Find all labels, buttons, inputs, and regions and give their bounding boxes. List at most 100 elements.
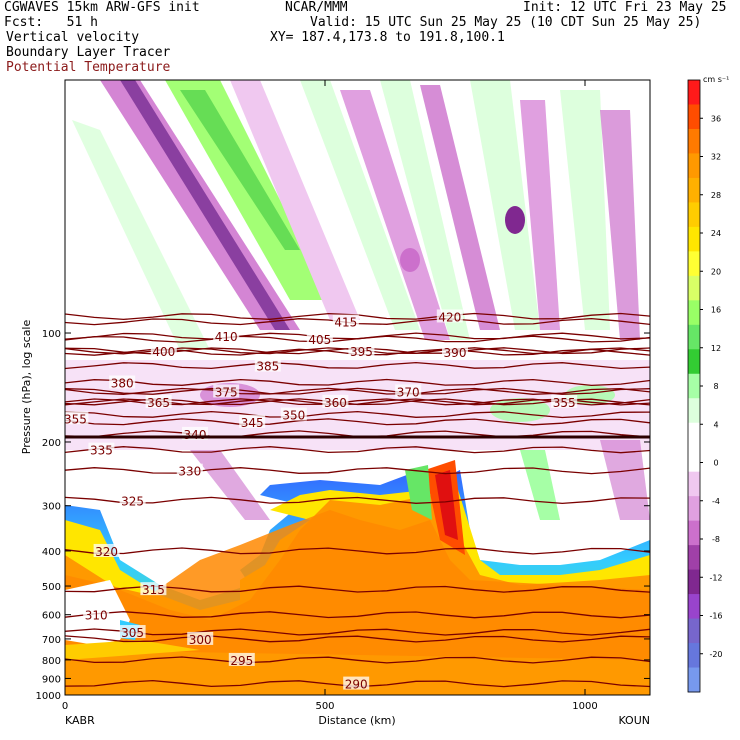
theta-label-bg xyxy=(280,407,307,421)
y-tick-label: 800 xyxy=(42,656,61,667)
theta-label-bg xyxy=(213,329,240,343)
colorbar-label: 16 xyxy=(711,306,721,315)
colorbar-swatch xyxy=(688,349,700,375)
theta-label-375: 375 xyxy=(215,385,238,399)
colorbar-swatch xyxy=(688,447,700,473)
plot-frame xyxy=(64,79,651,696)
theta-contour-labels: 420 415 410 405 400 395 390 385 380 375 370 365 360 3… xyxy=(62,309,578,692)
theta-label-300: 300 xyxy=(189,633,212,647)
theta-contour-300 xyxy=(65,635,650,643)
header-line1-center: NCAR/MMM xyxy=(285,0,348,15)
theta-label-420: 420 xyxy=(438,310,461,324)
y-tick-label: 1000 xyxy=(36,691,61,702)
x-tick-label: 500 xyxy=(315,701,334,712)
theta-contour-370 xyxy=(65,387,650,395)
header-line4-left: Boundary Layer Tracer xyxy=(6,45,171,60)
colorbar-label: 24 xyxy=(711,229,721,238)
theta-label-415: 415 xyxy=(334,316,357,330)
y-tick-label: 100 xyxy=(42,329,61,340)
theta-contour-345 xyxy=(65,418,650,426)
theta-label-bg xyxy=(62,411,89,425)
theta-contour-380 xyxy=(65,378,650,387)
theta-label-310: 310 xyxy=(85,609,108,623)
colorbar-swatch xyxy=(688,471,700,497)
colorbar-swatch xyxy=(688,177,700,203)
colorbar-swatch xyxy=(688,80,700,105)
colorbar-swatch xyxy=(688,496,700,522)
colorbar-swatch xyxy=(688,569,700,595)
theta-contour-350 xyxy=(65,410,650,419)
colorbar-swatch xyxy=(688,618,700,644)
theta-label-405: 405 xyxy=(308,333,331,347)
colorbar: 36 32 28 24 20 16 12 8 4 0 -4 -8 -12 -16 -20 xyxy=(687,79,723,693)
velocity-field xyxy=(65,80,650,695)
theta-label-390: 390 xyxy=(444,346,467,360)
colorbar-swatch xyxy=(688,275,700,301)
theta-contour-295 xyxy=(65,656,650,664)
theta-label-bg xyxy=(436,309,463,323)
x-axis: 0 500 1000 xyxy=(62,80,598,712)
colorbar-label: -8 xyxy=(712,535,720,544)
theta-label-400: 400 xyxy=(152,345,175,359)
theta-label-bg xyxy=(332,314,359,328)
colorbar-label: 28 xyxy=(711,191,721,200)
colorbar-label: 12 xyxy=(711,344,721,353)
y-tick-label: 700 xyxy=(42,635,61,646)
colorbar-swatch xyxy=(688,251,700,277)
colorbar-label: -12 xyxy=(709,573,722,582)
header-line3-right: XY= 187.4,173.8 to 191.8,100.1 xyxy=(270,30,505,45)
theta-label-bg xyxy=(442,345,468,359)
theta-label-bg xyxy=(140,582,167,596)
x-end-label: KOUN xyxy=(618,714,650,727)
colorbar-swatch xyxy=(688,324,700,350)
theta-label-bg xyxy=(551,394,578,408)
theta-contour-325 xyxy=(65,496,650,505)
y-tick-label: 200 xyxy=(42,438,61,449)
theta-label-bg xyxy=(119,493,146,507)
y-axis-title: Pressure (hPa), log scale xyxy=(20,320,33,455)
theta-label-355: 355 xyxy=(64,412,87,426)
colorbar-swatch xyxy=(688,594,700,620)
theta-label-bg xyxy=(119,625,146,639)
y-tick-label: 300 xyxy=(42,502,61,513)
theta-label-395: 395 xyxy=(350,345,373,359)
theta-label-bg xyxy=(150,343,177,357)
theta-label-bg xyxy=(93,543,120,557)
x-tick-label: 1000 xyxy=(572,701,597,712)
colorbar-label: -20 xyxy=(709,650,722,659)
theta-contour-310 xyxy=(65,611,650,619)
theta-label-355: 355 xyxy=(553,396,576,410)
theta-label-bg xyxy=(228,652,255,666)
header-line1-left: CGWAVES 15km ARW-GFS init xyxy=(4,0,200,15)
colorbar-label: -16 xyxy=(709,612,722,621)
theta-label-bg xyxy=(145,394,172,408)
theta-label-bg xyxy=(239,414,266,428)
header-line2-right: Valid: 15 UTC Sun 25 May 25 (10 CDT Sun … xyxy=(310,15,702,30)
x-tick-label: 0 xyxy=(62,701,68,712)
y-axis: 100 200 300 400 500 600 700 800 900 1000 xyxy=(36,329,650,702)
theta-label-bg xyxy=(254,358,281,372)
y-tick-label: 600 xyxy=(42,611,61,622)
theta-label-320: 320 xyxy=(95,545,118,559)
theta-contour-305 xyxy=(65,628,650,636)
colorbar-swatch xyxy=(688,202,700,228)
theta-label-380: 380 xyxy=(111,377,134,391)
colorbar-label: 8 xyxy=(713,382,718,391)
theta-label-385: 385 xyxy=(256,360,279,374)
theta-label-410: 410 xyxy=(215,330,238,344)
theta-label-bg xyxy=(322,394,349,408)
theta-label-bg xyxy=(109,375,136,389)
colorbar-swatch xyxy=(688,422,700,448)
theta-label-bg xyxy=(348,343,375,357)
header-line2-left: Fcst: 51 h xyxy=(4,15,98,30)
theta-label-bg xyxy=(343,676,370,690)
theta-label-335: 335 xyxy=(90,444,113,458)
colorbar-units: cm s⁻¹ xyxy=(703,75,729,84)
theta-label-bg xyxy=(306,332,333,346)
theta-label-345: 345 xyxy=(241,416,264,430)
colorbar-swatch xyxy=(688,300,700,326)
theta-label-330: 330 xyxy=(178,465,201,479)
theta-contour-385 xyxy=(65,361,650,370)
colorbar-label: 0 xyxy=(713,459,718,468)
theta-label-295: 295 xyxy=(230,654,253,668)
